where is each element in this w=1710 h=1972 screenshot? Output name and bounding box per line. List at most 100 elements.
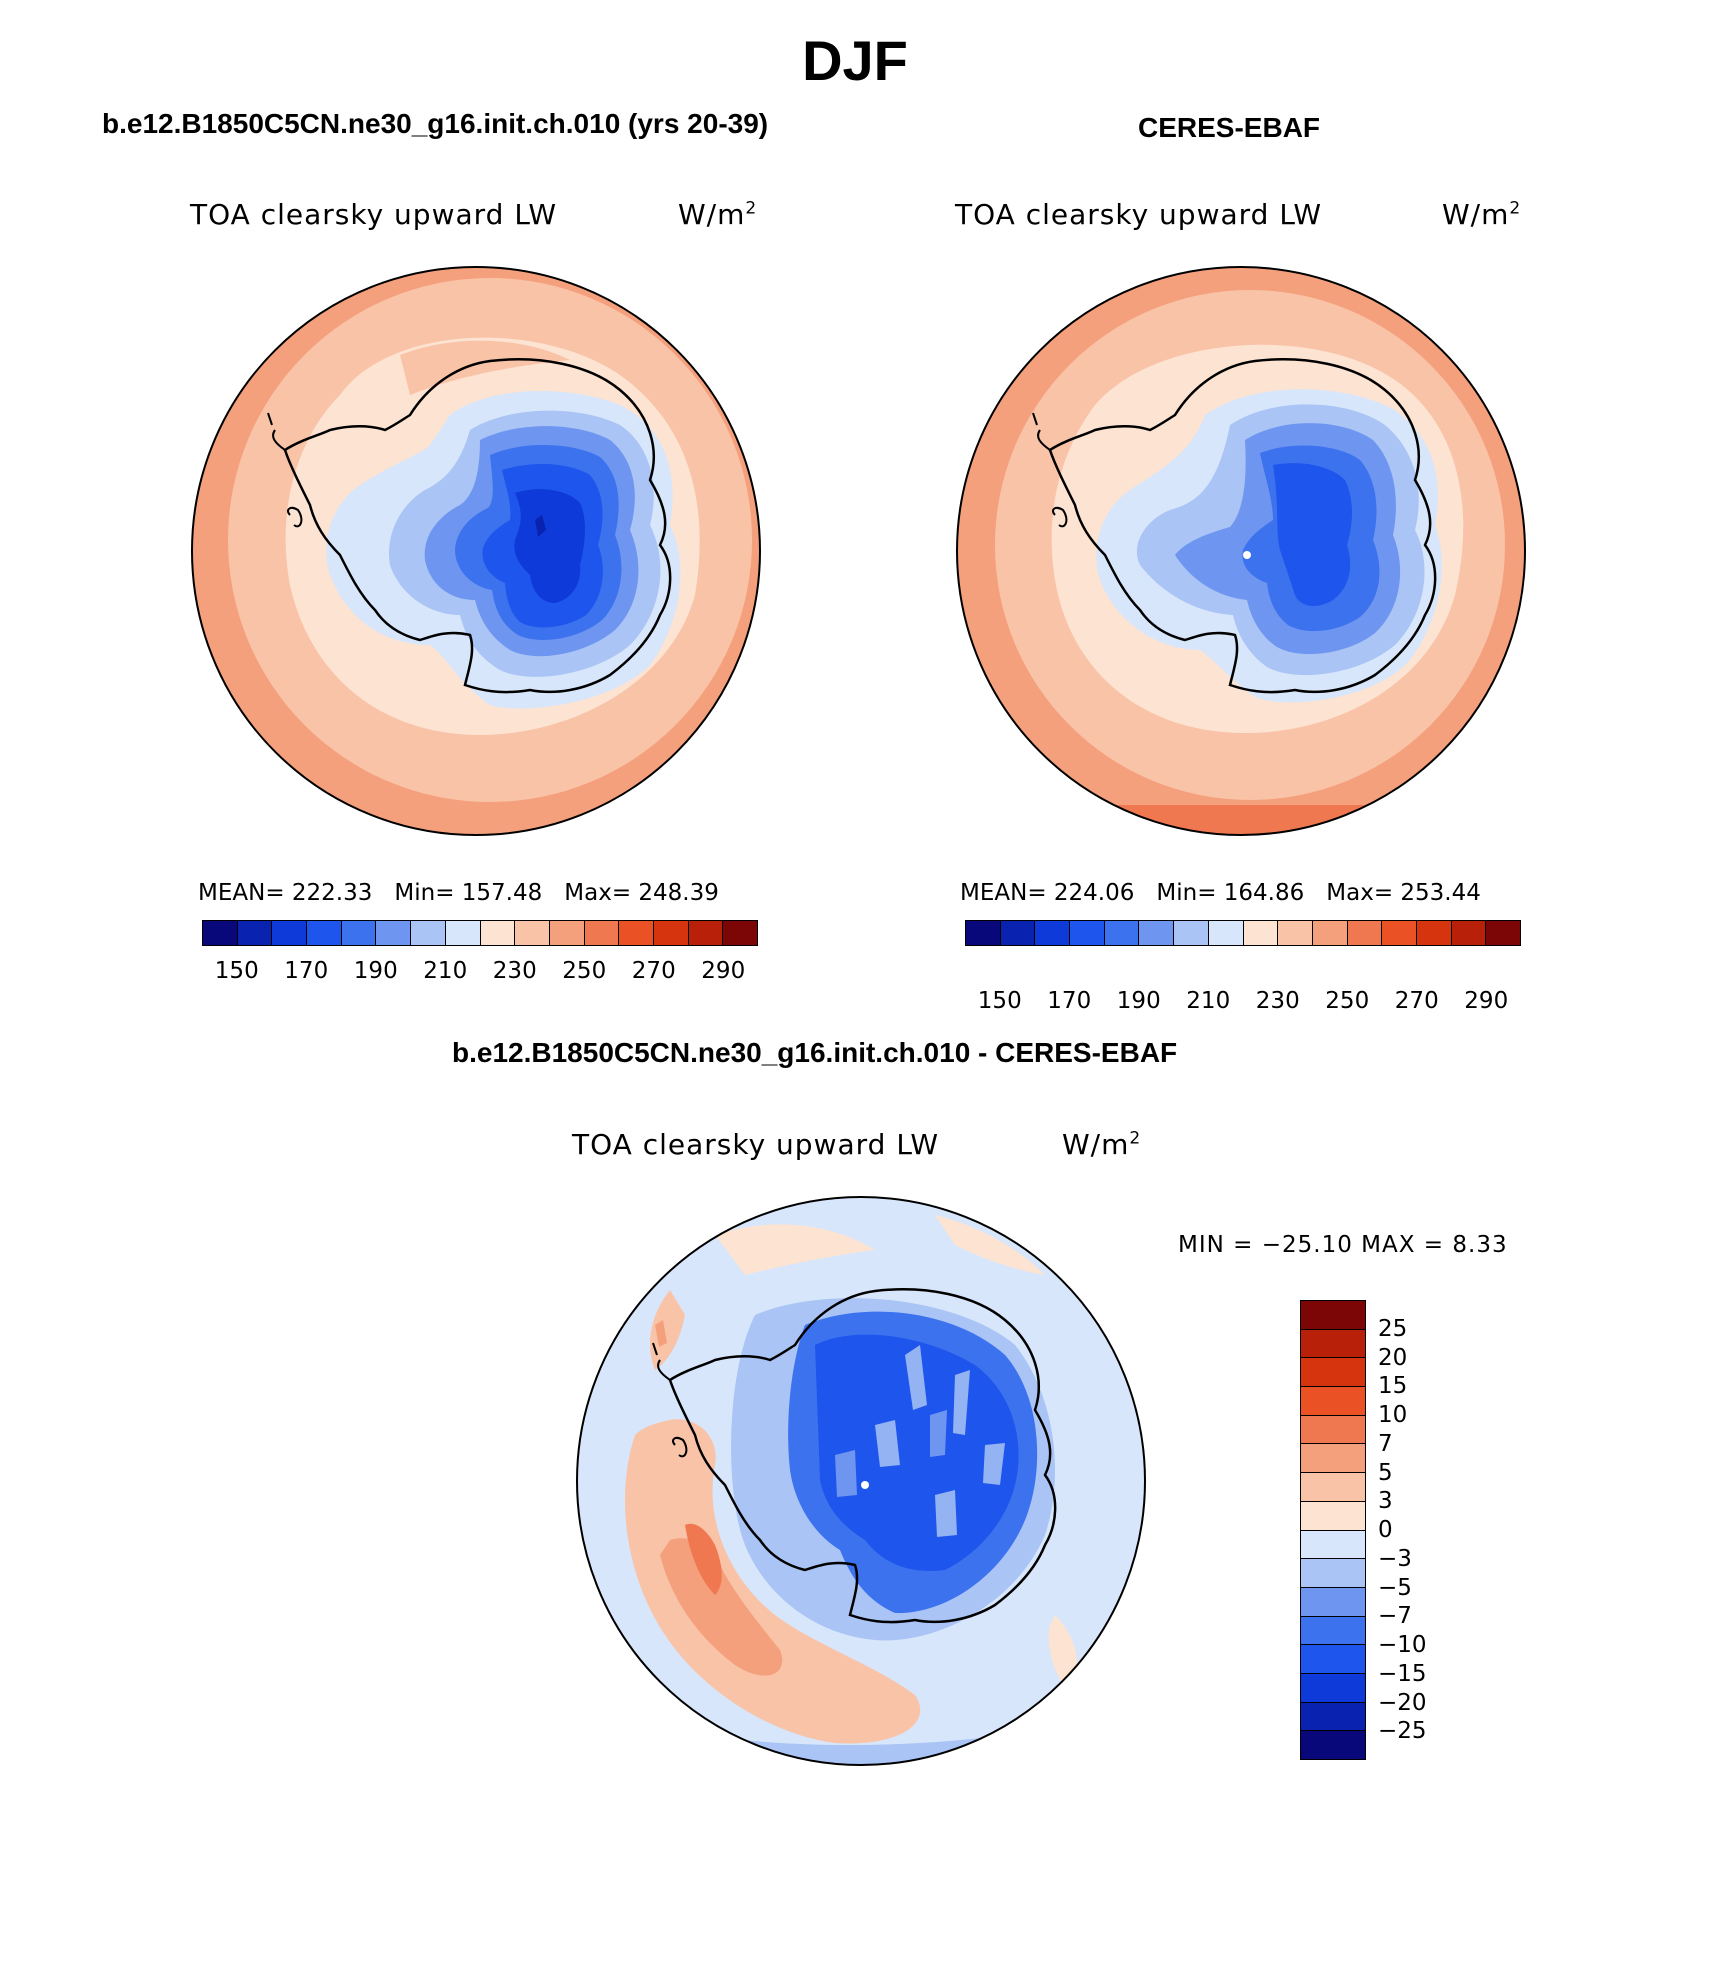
model-colorbar-tick-label: 170 xyxy=(284,958,329,984)
model-colorbar-box xyxy=(272,921,308,945)
diff-colorbar-tick-label: −5 xyxy=(1378,1574,1412,1601)
diff-colorbar-ticks: 25 20 15 10 7 5 3 0 −3 −5 −7 −10 −15 −20 −25 xyxy=(1378,1300,1458,1760)
obs-variable-label: TOA clearsky upward LW xyxy=(955,198,1323,231)
model-colorbar-tick-label: 210 xyxy=(423,958,468,984)
model-stats: MEAN= 222.33 Min= 157.48 Max= 248.39 xyxy=(198,880,741,906)
obs-colorbar xyxy=(965,920,1521,946)
diff-colorbar-box xyxy=(1301,1387,1365,1416)
diff-polar-map xyxy=(576,1196,1146,1766)
diff-colorbar-box xyxy=(1301,1358,1365,1388)
model-colorbar-tick-label: 270 xyxy=(631,958,676,984)
obs-colorbar-box xyxy=(1070,921,1105,945)
diff-colorbar-box xyxy=(1301,1473,1365,1502)
model-panel-title: b.e12.B1850C5CN.ne30_g16.init.ch.010 (yr… xyxy=(102,108,769,139)
obs-colorbar-box xyxy=(1104,921,1140,945)
diff-colorbar-box xyxy=(1301,1329,1365,1359)
model-colorbar-box xyxy=(341,921,377,945)
model-colorbar-box xyxy=(723,921,757,945)
model-colorbar-box xyxy=(203,921,238,945)
diff-colorbar-tick-label: −25 xyxy=(1378,1718,1427,1745)
model-colorbar-box xyxy=(619,921,654,945)
obs-colorbar-tick-label: 190 xyxy=(1116,988,1161,1014)
diff-panel-title: b.e12.B1850C5CN.ne30_g16.init.ch.010 - C… xyxy=(452,1037,1178,1068)
obs-panel-title: CERES-EBAF xyxy=(1138,112,1321,143)
diff-colorbar-tick-label: −7 xyxy=(1378,1603,1412,1630)
obs-polar-map xyxy=(956,266,1526,836)
diff-colorbar-tick-label: −10 xyxy=(1378,1632,1427,1658)
diff-colorbar-tick-label: −15 xyxy=(1378,1660,1427,1687)
diff-colorbar-box xyxy=(1301,1530,1365,1560)
diff-colorbar-tick-label: 15 xyxy=(1378,1373,1408,1400)
model-colorbar-tick-label: 190 xyxy=(353,958,398,984)
obs-colorbar-box xyxy=(1243,921,1279,945)
obs-colorbar-tick-label: 270 xyxy=(1394,988,1439,1014)
model-colorbar-box xyxy=(549,921,585,945)
obs-colorbar-box xyxy=(966,921,1001,945)
diff-minmax-label: MIN = −25.10 MAX = 8.33 xyxy=(1178,1232,1508,1258)
diff-colorbar-tick-label: 5 xyxy=(1378,1459,1393,1486)
model-colorbar-tick-label: 290 xyxy=(701,958,746,984)
model-colorbar-box xyxy=(411,921,446,945)
obs-colorbar-tick-label: 210 xyxy=(1186,988,1231,1014)
obs-colorbar-box xyxy=(1139,921,1175,945)
diff-colorbar-tick-label: 3 xyxy=(1378,1488,1393,1515)
model-min: Min= 157.48 xyxy=(394,880,543,906)
obs-colorbar-box xyxy=(1486,921,1520,945)
obs-colorbar-box xyxy=(1174,921,1209,945)
obs-colorbar-tick-label: 290 xyxy=(1464,988,1509,1014)
model-colorbar-tick-label: 250 xyxy=(562,958,607,984)
obs-colorbar-box xyxy=(1000,921,1036,945)
obs-colorbar-box xyxy=(1347,921,1383,945)
obs-colorbar-box xyxy=(1312,921,1348,945)
obs-stats: MEAN= 224.06 Min= 164.86 Max= 253.44 xyxy=(960,880,1503,906)
model-colorbar-box xyxy=(376,921,412,945)
diff-colorbar-tick-label: 25 xyxy=(1378,1315,1408,1342)
obs-mean: MEAN= 224.06 xyxy=(960,880,1135,906)
model-polar-map xyxy=(191,266,761,836)
diff-colorbar-box xyxy=(1301,1301,1365,1330)
obs-colorbar-tick-label: 250 xyxy=(1325,988,1370,1014)
obs-max: Max= 253.44 xyxy=(1326,880,1481,906)
diff-colorbar-box xyxy=(1301,1702,1365,1732)
diff-colorbar-box xyxy=(1301,1587,1365,1617)
diff-variable-label: TOA clearsky upward LW xyxy=(572,1128,940,1161)
model-units-label: W/m2 xyxy=(678,198,758,231)
diff-colorbar-box xyxy=(1301,1731,1365,1759)
diff-units-label: W/m2 xyxy=(1062,1128,1142,1161)
diff-colorbar-box xyxy=(1301,1415,1365,1445)
diff-colorbar-tick-label: −20 xyxy=(1378,1689,1427,1716)
model-colorbar-box xyxy=(653,921,689,945)
model-colorbar-box xyxy=(445,921,481,945)
diff-colorbar xyxy=(1300,1300,1366,1760)
model-colorbar-box xyxy=(307,921,342,945)
diff-colorbar-tick-label: 10 xyxy=(1378,1402,1408,1428)
diff-colorbar-box xyxy=(1301,1645,1365,1674)
model-mean: MEAN= 222.33 xyxy=(198,880,373,906)
model-colorbar-box xyxy=(515,921,550,945)
diff-colorbar-tick-label: 20 xyxy=(1378,1344,1408,1371)
season-title: DJF xyxy=(802,29,908,92)
obs-colorbar-box xyxy=(1035,921,1071,945)
model-colorbar-tick-label: 230 xyxy=(492,958,537,984)
model-colorbar-ticks: 150 170 190 210 230 250 270 290 xyxy=(202,958,758,988)
obs-colorbar-ticks: 150 170 190 210 230 250 270 290 xyxy=(965,988,1521,1018)
diff-colorbar-box xyxy=(1301,1444,1365,1474)
model-colorbar-box xyxy=(480,921,516,945)
diff-colorbar-tick-label: 0 xyxy=(1378,1517,1393,1543)
obs-colorbar-box xyxy=(1382,921,1417,945)
model-colorbar-box xyxy=(688,921,724,945)
obs-colorbar-tick-label: 170 xyxy=(1047,988,1092,1014)
obs-colorbar-tick-label: 150 xyxy=(977,988,1022,1014)
diff-colorbar-box xyxy=(1301,1501,1365,1531)
obs-colorbar-box xyxy=(1278,921,1313,945)
obs-min: Min= 164.86 xyxy=(1156,880,1305,906)
diff-colorbar-tick-label: 7 xyxy=(1378,1430,1393,1457)
model-colorbar xyxy=(202,920,758,946)
obs-colorbar-box xyxy=(1416,921,1452,945)
obs-colorbar-box xyxy=(1208,921,1244,945)
obs-units-label: W/m2 xyxy=(1442,198,1522,231)
diff-colorbar-tick-label: −3 xyxy=(1378,1545,1412,1572)
model-colorbar-box xyxy=(584,921,620,945)
model-variable-label: TOA clearsky upward LW xyxy=(190,198,558,231)
diff-colorbar-box xyxy=(1301,1559,1365,1588)
